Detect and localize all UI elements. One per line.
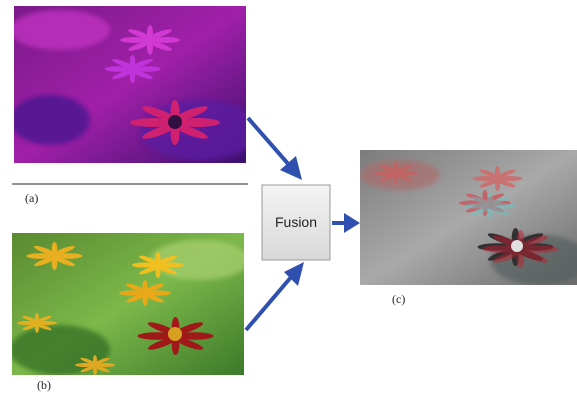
page: {"panels": [{"label": "(a)"}, {"label": …: [0, 0, 577, 396]
image-c: [360, 150, 577, 285]
label-a: (a): [25, 191, 38, 205]
image-a: [10, 6, 260, 163]
fusion-label: Fusion: [275, 214, 317, 230]
label-b: (b): [37, 378, 51, 392]
diagram: (a) (b) Fusion: [0, 0, 577, 396]
image-b: [10, 233, 250, 375]
label-c: (c): [392, 292, 405, 306]
